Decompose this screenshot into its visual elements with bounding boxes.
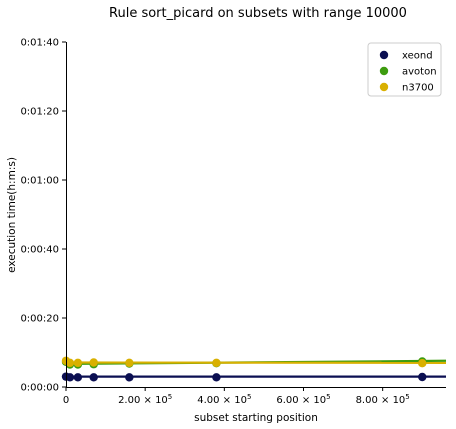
y-tick-label: 0:01:00 bbox=[20, 176, 59, 187]
data-point-n3700 bbox=[125, 358, 134, 368]
x-tick-label: 4.00 × 105 bbox=[197, 393, 251, 406]
y-tick-label: 0:00:40 bbox=[20, 245, 59, 256]
x-tick-label: 0 bbox=[63, 395, 69, 406]
x-axis-label: subset starting position bbox=[194, 412, 318, 424]
x-tick-label: 2.00 × 105 bbox=[118, 393, 172, 406]
legend-marker-xeond bbox=[379, 50, 389, 60]
y-tick-label: 0:01:40 bbox=[20, 38, 59, 49]
plot-lines bbox=[65, 359, 447, 378]
y-tick-label: 0:00:20 bbox=[20, 314, 59, 325]
x-tick-label: 8.00 × 105 bbox=[356, 393, 410, 406]
data-point-n3700 bbox=[73, 358, 83, 368]
legend-label-n3700: n3700 bbox=[402, 83, 434, 94]
legend-marker-n3700 bbox=[379, 82, 389, 92]
data-point-xeond bbox=[89, 373, 98, 382]
x-ticks: 0 2.00 × 105 4.00 × 105 6.00 × 105 8.00 × 10… bbox=[63, 387, 410, 406]
legend-marker-avoton bbox=[379, 66, 389, 76]
data-point-xeond bbox=[73, 373, 83, 382]
data-point-n3700 bbox=[89, 358, 98, 367]
x-tick-label: 6.00 × 105 bbox=[276, 393, 330, 406]
legend-label-avoton: avoton bbox=[402, 67, 437, 78]
data-point-n3700 bbox=[212, 358, 221, 368]
data-point-n3700 bbox=[418, 358, 427, 368]
data-point-n3700 bbox=[65, 358, 75, 368]
y-axis-label: execution time(h:m:s) bbox=[6, 157, 18, 273]
y-tick-label: 0:00:00 bbox=[20, 383, 59, 394]
y-ticks: 0:00:00 0:00:20 0:00:40 0:01:00 0:01:20 0:01:… bbox=[20, 38, 66, 394]
legend-label-xeond: xeond bbox=[402, 51, 433, 62]
data-point-xeond bbox=[125, 373, 134, 382]
data-point-xeond bbox=[65, 373, 75, 382]
data-point-xeond bbox=[418, 372, 427, 382]
data-point-xeond bbox=[212, 373, 221, 382]
legend: xeond avoton n3700 bbox=[367, 42, 442, 97]
chart-title: Rule sort_picard on subsets with range 1… bbox=[109, 6, 407, 21]
y-tick-label: 0:01:20 bbox=[20, 107, 59, 118]
